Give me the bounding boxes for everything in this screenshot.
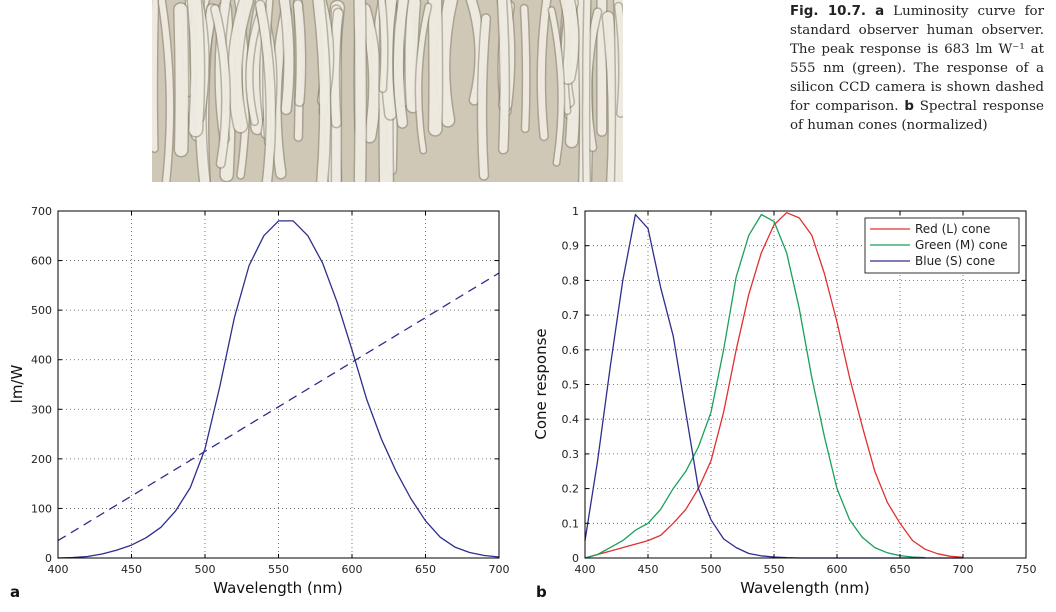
legend-entry: Green (M) cone [915,238,1008,252]
y-tick-label: 0 [572,552,579,565]
panel-letter-b: b [536,583,547,601]
x-tick-label: 500 [195,563,216,576]
photo-strand [246,10,264,125]
photo-strands [152,0,623,182]
y-tick-label: 0.9 [562,240,580,253]
photo-strand [416,3,431,153]
y-tick-label: 0 [45,552,52,565]
x-tick-label: 400 [48,563,69,576]
green-m-cone-line [584,213,926,559]
red-l-cone-line [584,212,964,559]
x-axis-label: Wavelength (nm) [213,579,343,597]
x-tick-label: 450 [638,563,659,576]
photo-strand [583,0,591,182]
caption-part-a-letter: a [875,4,885,19]
ticks: 400 450 500 550 600 650 700 0 100 200 300 400 500 600… [31,205,510,576]
photo-strand [228,0,253,133]
x-tick-label: 600 [342,563,363,576]
y-tick-label: 0.8 [562,274,580,287]
y-tick-label: 1 [572,205,579,218]
photo-strand [211,5,230,168]
photo-strand [405,0,420,113]
photo-strand [279,0,294,114]
photo-strand [521,5,530,132]
grid [585,211,1026,558]
photo-strand [313,0,331,182]
y-tick-label: 0.1 [562,517,580,530]
y-tick-label: 200 [31,453,52,466]
y-tick-label: 400 [31,354,52,367]
panel-letter-a: a [10,583,20,601]
y-tick-label: 100 [31,502,52,515]
y-axis-label: lm/W [8,365,26,404]
photo-strand [603,12,619,182]
photo-strand [174,3,188,156]
legend: Red (L) cone Green (M) cone Blue (S) cone [864,217,1020,274]
photo-strand [615,3,623,117]
x-tick-label: 650 [890,563,911,576]
caption-figure-label: Fig. 10.7. [790,4,866,19]
caption-part-a-text: Luminosity curve for standard observer h… [790,4,1044,114]
y-tick-label: 300 [31,403,52,416]
x-tick-label: 400 [575,563,596,576]
x-tick-label: 750 [1016,563,1037,576]
x-tick-label: 450 [121,563,142,576]
y-tick-label: 700 [31,205,52,218]
photo-strand [478,14,490,180]
x-tick-label: 550 [268,563,289,576]
x-axis-label: Wavelength (nm) [740,579,870,597]
y-tick-label: 500 [31,304,52,317]
photo-strand [293,0,305,106]
x-tick-label: 650 [415,563,436,576]
photo-strand [354,0,366,182]
y-tick-label: 0.2 [562,483,580,496]
x-tick-label: 700 [953,563,974,576]
figure-caption: Fig. 10.7. a Luminosity curve for standa… [790,2,1044,135]
photo-strand [393,0,408,128]
photo-strand [428,0,442,136]
x-tick-label: 600 [827,563,848,576]
sem-micrograph-image [152,0,623,182]
legend-entry: Blue (S) cone [915,254,995,268]
photo-strand [359,4,381,143]
x-tick-label: 500 [701,563,722,576]
ticks: 400 450 500 550 600 650 700 750 0 0.1 0.2 0.3 0.4 0.5… [562,205,1037,576]
photo-strand [437,0,458,127]
y-tick-label: 0.4 [562,413,580,426]
grid [58,211,499,558]
y-tick-label: 600 [31,255,52,268]
series-group [57,220,500,559]
y-axis-label: Cone response [532,328,550,439]
caption-part-b-text: Spectral response of human cones (normal… [790,99,1044,133]
y-tick-label: 0.3 [562,448,580,461]
photo-strand [548,7,564,166]
photo-strand [187,0,204,137]
caption-part-b-letter: b [904,99,914,114]
y-tick-label: 0.5 [562,379,580,392]
photo-strand [256,1,275,182]
luminosity-chart: 400 450 500 550 600 650 700 0 100 200 300 400 500 600… [8,205,510,601]
x-tick-label: 700 [489,563,510,576]
x-tick-label: 550 [764,563,785,576]
photo-strand [378,0,388,92]
photo-strand [498,0,509,154]
cone-response-chart: 400 450 500 550 600 650 700 750 0 0.1 0.2 0.3 0.4 0.5… [532,205,1037,601]
ccd-response-dashed-line [57,272,500,542]
legend-entry: Red (L) cone [915,222,990,236]
photo-strand [152,0,158,152]
luminosity-curve-line [57,220,500,559]
photo-strand [560,0,579,84]
y-tick-label: 0.6 [562,344,580,357]
photo-strand [330,9,343,127]
photo-strand [537,0,551,140]
y-tick-label: 0.7 [562,309,580,322]
photo-strand [158,0,174,182]
